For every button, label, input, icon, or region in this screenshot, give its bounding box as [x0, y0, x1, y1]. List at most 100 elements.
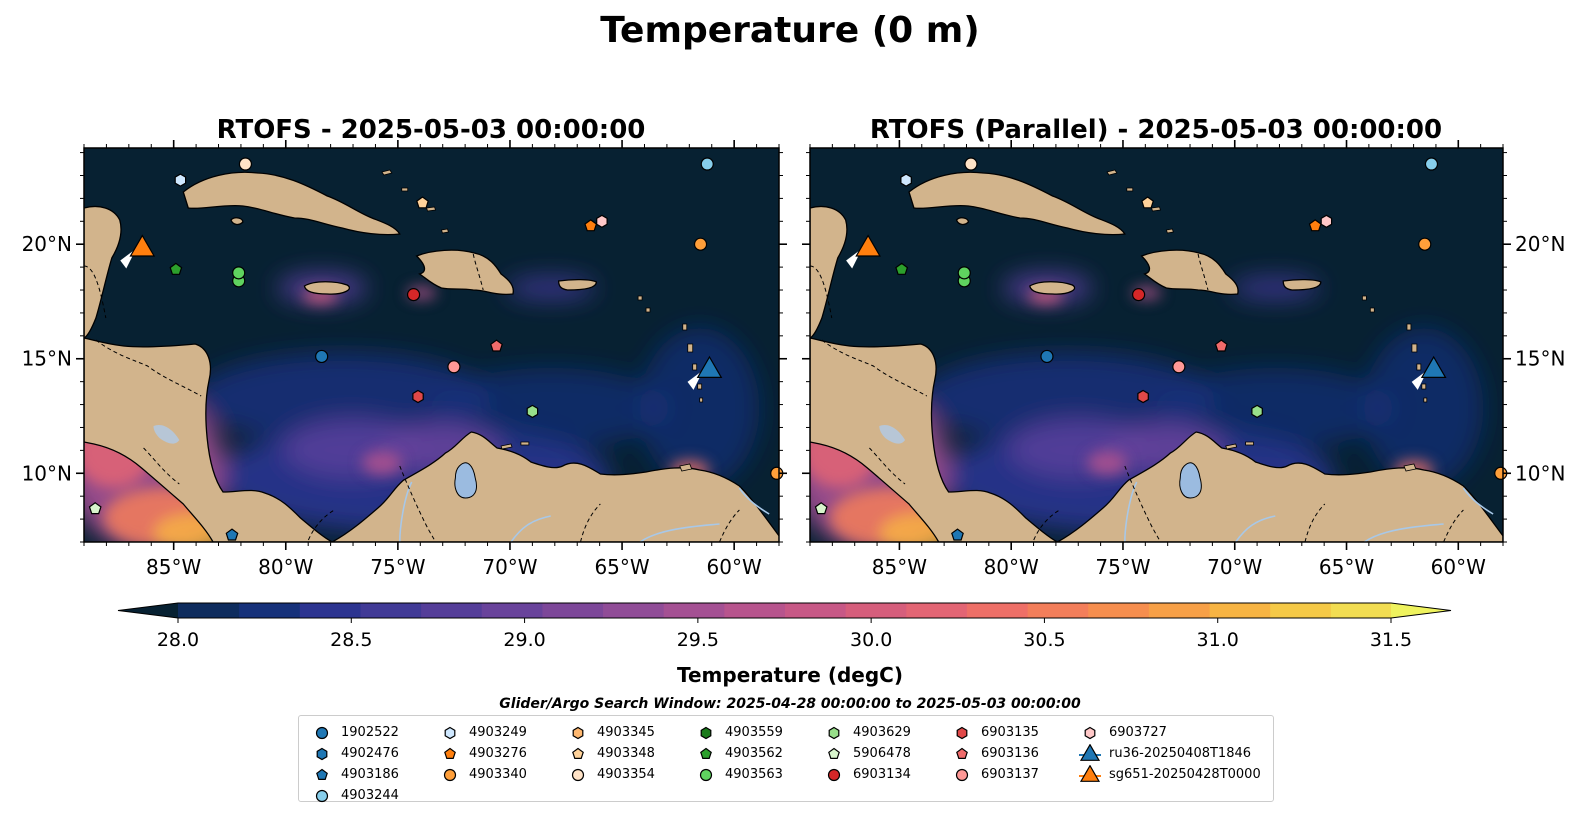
lat-tick-label: 15°N	[1515, 347, 1565, 371]
lat-tick-label: 10°N	[22, 461, 72, 485]
legend-column: 4903249 4903276 4903340	[439, 722, 527, 785]
marker-1902522	[315, 349, 329, 364]
marker-ru36-20250408T1846	[1420, 355, 1447, 378]
legend-column: 4903345 4903348 4903354	[567, 722, 655, 785]
lon-tick-label: 65°W	[1319, 555, 1374, 579]
marker-4903186	[225, 528, 239, 541]
legend-marker	[1079, 743, 1101, 761]
legend-marker	[443, 768, 457, 781]
lat-tick-label: 20°N	[1515, 232, 1565, 256]
marker-sg651-20250428T0000	[129, 234, 156, 257]
lon-tick-label: 85°W	[872, 555, 927, 579]
legend-marker-icon	[443, 768, 457, 781]
lon-tick-label: 65°W	[594, 555, 649, 579]
legend-marker	[828, 747, 840, 759]
colorbar-tick-label: 30.5	[1023, 629, 1065, 651]
legend-marker-icon	[828, 726, 840, 739]
legend-item: 4903276	[439, 743, 527, 764]
legend-marker-icon	[1084, 726, 1096, 739]
legend-label: 4903629	[853, 725, 911, 740]
legend-item: 4902476	[311, 743, 399, 764]
colorbar-segment	[602, 603, 664, 618]
colorbar-tick-label: 31.5	[1370, 629, 1412, 651]
marker-ru36-20250408T1846	[696, 355, 723, 378]
legend-label: 4903186	[341, 767, 399, 782]
colorbar-tick-label: 29.5	[677, 629, 719, 651]
marker-4903244	[1424, 157, 1439, 171]
legend-item: 4903186	[311, 764, 399, 785]
legend-item: 4903562	[695, 743, 783, 764]
legend-column: 4903629 5906478 6903134	[823, 722, 911, 785]
legend-label: 4903562	[725, 746, 783, 761]
colorbar-tick-labels: 28.0 28.5 29.0 29.5 30.0 30.5 31.0 31.5	[157, 618, 1412, 651]
legend-marker	[572, 747, 584, 759]
legend-marker	[956, 726, 968, 739]
marker-5906478	[814, 502, 828, 515]
legend-item: 6903137	[951, 764, 1039, 785]
colorbar-segment	[299, 603, 361, 618]
colorbar-segment	[723, 603, 785, 618]
colorbar-tick-label: 29.0	[503, 629, 545, 651]
legend-marker	[1084, 726, 1096, 739]
legend-column: 6903727 ru36-20250408T1846 sg651-20250428T…	[1079, 722, 1261, 785]
legend-marker	[316, 768, 328, 780]
lat-tick-label: 15°N	[22, 347, 72, 371]
legend: 1902522 4902476 4903186 4903244 4903249 49032…	[298, 715, 1274, 803]
colorbar-segment	[905, 603, 967, 618]
legend-marker-icon	[571, 768, 585, 781]
legend-label: 6903136	[981, 746, 1039, 761]
marker-6903135	[412, 389, 424, 404]
legend-marker-icon	[700, 726, 712, 739]
legend-item: 6903135	[951, 722, 1039, 743]
legend-item: 6903134	[823, 764, 911, 785]
legend-marker-icon	[699, 768, 713, 781]
colorbar-label: Temperature (degC)	[677, 663, 903, 687]
marker-4903629	[1251, 404, 1263, 419]
marker-4903340	[1418, 237, 1432, 251]
legend-item: 1902522	[311, 722, 399, 743]
legend-marker-icon	[572, 726, 584, 739]
colorbar-segment	[481, 603, 543, 618]
colorbar-tick-label: 31.0	[1197, 629, 1239, 651]
legend-marker	[444, 726, 456, 739]
colorbar-extend-low	[118, 603, 178, 618]
marker-6903136	[1214, 339, 1228, 352]
legend-marker-icon	[315, 789, 329, 802]
legend-marker	[699, 768, 713, 781]
legend-marker	[828, 726, 840, 739]
marker-4903276	[1308, 219, 1322, 232]
legend-label: 4903249	[469, 725, 527, 740]
lon-tick-label: 80°W	[984, 555, 1039, 579]
legend-marker	[956, 747, 968, 759]
colorbar-segment	[1209, 603, 1271, 618]
marker-4903562	[169, 262, 183, 275]
legend-label: 4903354	[597, 767, 655, 782]
legend-label: 1902522	[341, 725, 399, 740]
legend-label: 4903559	[725, 725, 783, 740]
lon-tick-label: 70°W	[1207, 555, 1262, 579]
marker-4903186	[951, 528, 964, 541]
legend-label: 6903134	[853, 767, 911, 782]
legend-item: 4903348	[567, 743, 655, 764]
legend-column: 4903559 4903562 4903563	[695, 722, 783, 785]
legend-item: 4903354	[567, 764, 655, 785]
colorbar-segment	[1148, 603, 1210, 618]
marker-6903137	[447, 360, 461, 374]
marker-sg651-20250428T0000	[855, 234, 881, 257]
marker-4903249	[900, 173, 912, 187]
legend-label: 4903340	[469, 767, 527, 782]
legend-label: 6903135	[981, 725, 1039, 740]
legend-label: 4903276	[469, 746, 527, 761]
marker-4903249	[174, 173, 187, 187]
lat-tick-label: 20°N	[22, 232, 72, 256]
legend-marker-icon	[700, 747, 712, 759]
legend-label: 5906478	[853, 746, 911, 761]
panel-left-markers	[88, 157, 784, 541]
colorbar-segment	[1027, 603, 1089, 618]
legend-item: 4903340	[439, 764, 527, 785]
marker-6903136	[490, 339, 503, 352]
marker-6903134	[1132, 288, 1146, 302]
legend-marker-icon	[828, 747, 840, 759]
legend-item: 5906478	[823, 743, 911, 764]
legend-label: 4903348	[597, 746, 655, 761]
